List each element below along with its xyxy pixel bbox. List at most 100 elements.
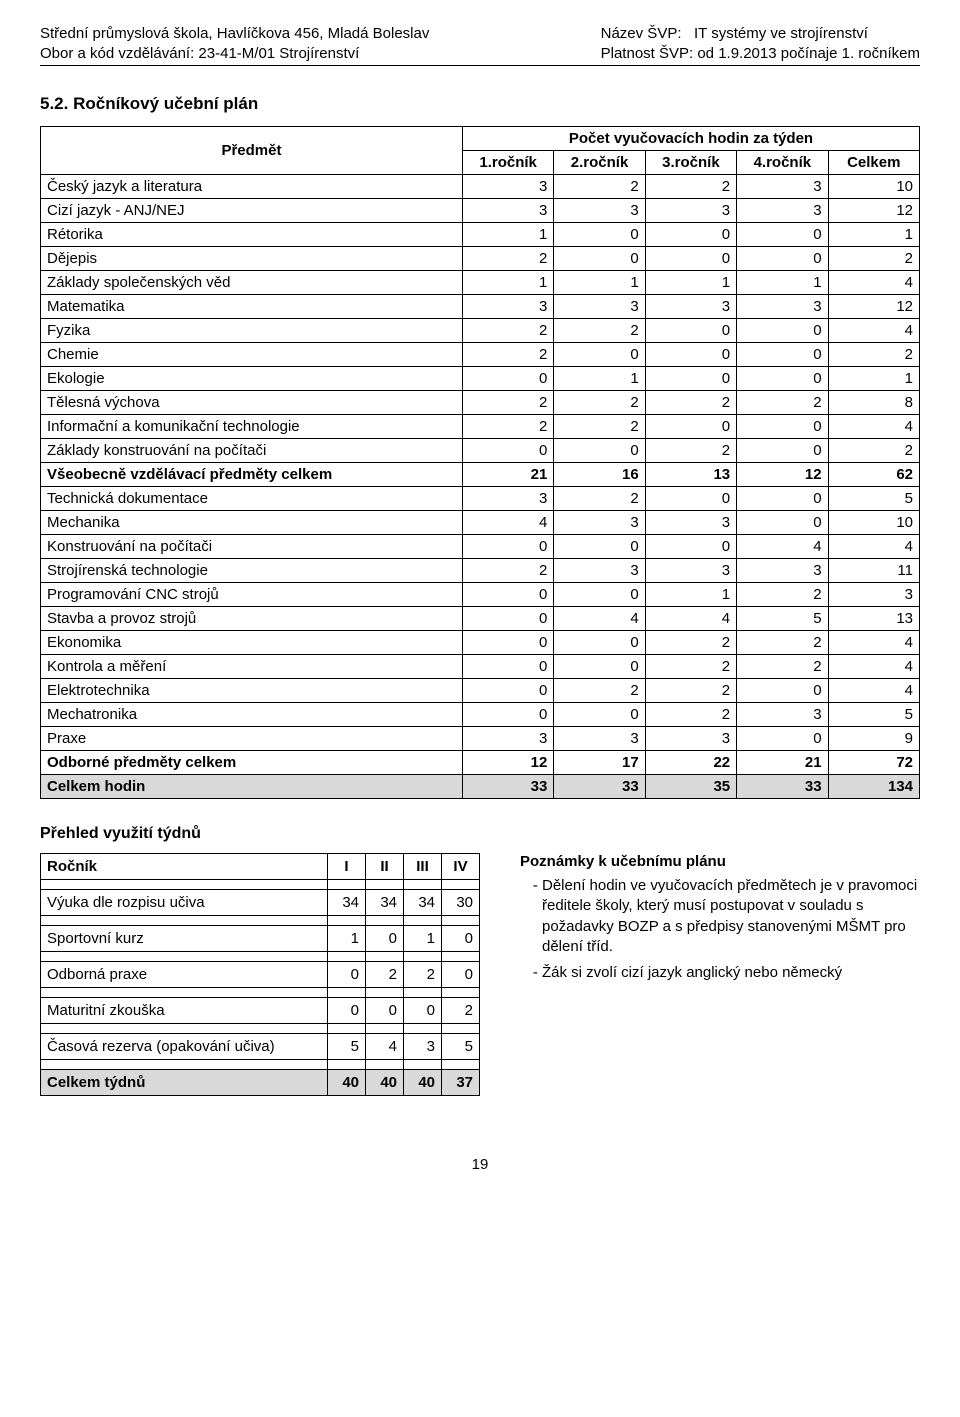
value-cell: 1 xyxy=(554,271,645,295)
value-cell: 3 xyxy=(462,199,553,223)
value-cell: 4 xyxy=(828,631,919,655)
value-cell: 35 xyxy=(645,775,736,799)
weeks-row-label: Celkem týdnů xyxy=(41,1070,328,1096)
value-cell: 12 xyxy=(828,199,919,223)
value-cell: 0 xyxy=(462,703,553,727)
value-cell: 0 xyxy=(554,631,645,655)
year-column-header: 1.ročník xyxy=(462,151,553,175)
table-row: Ekologie01001 xyxy=(41,367,920,391)
value-cell: 134 xyxy=(828,775,919,799)
table-row: Časová rezerva (opakování učiva)5435 xyxy=(41,1034,480,1060)
value-cell: 2 xyxy=(645,391,736,415)
notes-block: Poznámky k učebnímu plánu Dělení hodin v… xyxy=(520,853,920,989)
value-cell: 0 xyxy=(462,655,553,679)
value-cell: 2 xyxy=(645,631,736,655)
subject-cell: Tělesná výchova xyxy=(41,391,463,415)
value-cell: 0 xyxy=(462,583,553,607)
value-cell: 0 xyxy=(328,998,366,1024)
value-cell: 40 xyxy=(366,1070,404,1096)
value-cell: 0 xyxy=(645,247,736,271)
table-row: Tělesná výchova22228 xyxy=(41,391,920,415)
table-row: Chemie20002 xyxy=(41,343,920,367)
subject-cell: Mechanika xyxy=(41,511,463,535)
year-column-header: 4.ročník xyxy=(737,151,828,175)
value-cell: 0 xyxy=(737,367,828,391)
value-cell: 2 xyxy=(737,391,828,415)
curriculum-table-body: Český jazyk a literatura322310Cizí jazyk… xyxy=(41,175,920,799)
value-cell: 2 xyxy=(442,998,480,1024)
value-cell: 3 xyxy=(462,175,553,199)
value-cell: 5 xyxy=(328,1034,366,1060)
value-cell: 0 xyxy=(645,223,736,247)
value-cell: 2 xyxy=(828,247,919,271)
table-row: Matematika333312 xyxy=(41,295,920,319)
value-cell: 4 xyxy=(737,535,828,559)
subject-cell: Ekonomika xyxy=(41,631,463,655)
table-row: Odborná praxe0220 xyxy=(41,962,480,988)
value-cell: 21 xyxy=(462,463,553,487)
value-cell: 0 xyxy=(404,998,442,1024)
table-row: Odborné předměty celkem1217222172 xyxy=(41,751,920,775)
subject-cell: Odborné předměty celkem xyxy=(41,751,463,775)
subject-cell: Informační a komunikační technologie xyxy=(41,415,463,439)
value-cell: 0 xyxy=(645,343,736,367)
value-cell: 2 xyxy=(554,679,645,703)
value-cell: 3 xyxy=(554,511,645,535)
value-cell: 0 xyxy=(645,535,736,559)
weeks-table-body: Výuka dle rozpisu učiva34343430Sportovní… xyxy=(41,880,480,1096)
value-cell: 62 xyxy=(828,463,919,487)
year-column-header: Celkem xyxy=(828,151,919,175)
value-cell: 2 xyxy=(404,962,442,988)
svp-validity: Platnost ŠVP: od 1.9.2013 počínaje 1. ro… xyxy=(601,44,920,64)
subject-cell: Praxe xyxy=(41,727,463,751)
value-cell: 3 xyxy=(554,559,645,583)
curriculum-table: Předmět Počet vyučovacích hodin za týden… xyxy=(40,126,920,799)
weeks-column-header: II xyxy=(366,854,404,880)
value-cell: 4 xyxy=(828,271,919,295)
table-row: Základy společenských věd11114 xyxy=(41,271,920,295)
value-cell: 1 xyxy=(328,926,366,952)
weeks-column-header: III xyxy=(404,854,442,880)
page-number: 19 xyxy=(40,1156,920,1173)
table-row: Cizí jazyk - ANJ/NEJ333312 xyxy=(41,199,920,223)
value-cell: 2 xyxy=(828,343,919,367)
subject-cell: Základy konstruování na počítači xyxy=(41,439,463,463)
header-right: Název ŠVP: IT systémy ve strojírenství P… xyxy=(601,24,920,63)
value-cell: 0 xyxy=(442,962,480,988)
value-cell: 33 xyxy=(737,775,828,799)
value-cell: 3 xyxy=(645,295,736,319)
value-cell: 0 xyxy=(328,962,366,988)
school-name: Střední průmyslová škola, Havlíčkova 456… xyxy=(40,24,429,44)
value-cell: 2 xyxy=(645,175,736,199)
value-cell: 0 xyxy=(645,415,736,439)
value-cell: 40 xyxy=(404,1070,442,1096)
value-cell: 12 xyxy=(462,751,553,775)
value-cell: 1 xyxy=(737,271,828,295)
table-row: Praxe33309 xyxy=(41,727,920,751)
value-cell: 1 xyxy=(404,926,442,952)
subject-cell: Technická dokumentace xyxy=(41,487,463,511)
value-cell: 34 xyxy=(328,890,366,916)
subject-cell: Elektrotechnika xyxy=(41,679,463,703)
value-cell: 13 xyxy=(828,607,919,631)
subject-cell: Rétorika xyxy=(41,223,463,247)
page-header: Střední průmyslová škola, Havlíčkova 456… xyxy=(40,24,920,66)
value-cell: 0 xyxy=(462,535,553,559)
value-cell: 2 xyxy=(554,391,645,415)
value-cell: 8 xyxy=(828,391,919,415)
value-cell: 3 xyxy=(554,199,645,223)
value-cell: 0 xyxy=(737,727,828,751)
table-row: Dějepis20002 xyxy=(41,247,920,271)
subject-cell: Základy společenských věd xyxy=(41,271,463,295)
value-cell: 2 xyxy=(554,175,645,199)
subject-cell: Stavba a provoz strojů xyxy=(41,607,463,631)
value-cell: 5 xyxy=(828,703,919,727)
value-cell: 13 xyxy=(645,463,736,487)
value-cell: 30 xyxy=(442,890,480,916)
subject-cell: Chemie xyxy=(41,343,463,367)
subject-cell: Dějepis xyxy=(41,247,463,271)
value-cell: 72 xyxy=(828,751,919,775)
value-cell: 2 xyxy=(737,631,828,655)
value-cell: 40 xyxy=(328,1070,366,1096)
value-cell: 3 xyxy=(737,199,828,223)
